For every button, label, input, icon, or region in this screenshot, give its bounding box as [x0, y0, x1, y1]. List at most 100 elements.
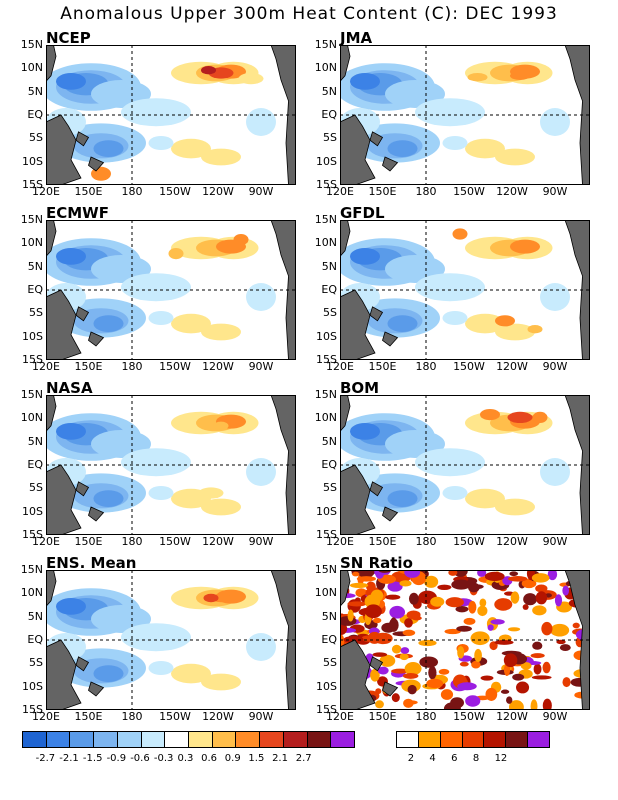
x-tick-label: 150E	[368, 710, 397, 723]
sn-ratio-blob	[419, 656, 439, 668]
sn-ratio-blob	[352, 571, 360, 577]
anomaly-blob	[246, 283, 276, 311]
land-mass	[75, 131, 90, 147]
y-tick-label: 10N	[20, 586, 43, 600]
x-tick-label: 150E	[74, 710, 103, 723]
y-tick-label: 15N	[314, 213, 337, 226]
anomaly-blob	[201, 673, 241, 691]
x-tick-label: 90W	[542, 360, 568, 373]
sn-ratio-blob	[408, 592, 419, 605]
heat-map-panel-6	[340, 395, 590, 535]
sn-ratio-blob	[547, 570, 558, 581]
x-tick-label: 120W	[496, 360, 528, 373]
y-tick-label: 15N	[314, 388, 337, 401]
sn-ratio-blob	[364, 604, 382, 619]
anomaly-colorbar	[22, 731, 355, 748]
x-tick-label: 180	[415, 185, 437, 198]
colorbar-label: -2.7	[35, 753, 56, 764]
sn-ratio-blob	[402, 672, 419, 679]
sn-ratio-blob	[530, 653, 545, 659]
panel-title: ENS. Mean	[46, 554, 137, 572]
colorbar-swatch	[283, 732, 308, 747]
x-tick-label: 150E	[368, 535, 397, 548]
colorbar-label: 6	[451, 753, 458, 764]
sn-ratio-blob	[562, 585, 570, 596]
land-mass	[88, 331, 105, 347]
heat-map-svg	[46, 220, 296, 360]
sn-ratio-blob	[509, 571, 519, 577]
y-tick-label: 15N	[314, 563, 337, 576]
x-tick-label: 120W	[496, 535, 528, 548]
sn-ratio-blob	[484, 571, 505, 582]
sn-ratio-blob	[507, 627, 521, 632]
y-tick-label: 15S	[316, 353, 337, 366]
heat-map-svg	[46, 45, 296, 185]
anomaly-blob	[415, 448, 485, 477]
sn-ratio-blob	[494, 598, 513, 611]
sn-ratio-blob	[372, 652, 388, 657]
y-tick-label: 15S	[22, 703, 43, 716]
sn-ratio-blob	[356, 576, 376, 582]
colorbar-label: 0.6	[201, 753, 218, 764]
anomaly-blob	[238, 73, 264, 85]
sn-ratio-blob	[531, 573, 550, 583]
anomaly-blob	[495, 498, 535, 516]
y-tick-label: EQ	[27, 283, 43, 296]
sn-ratio-blob	[532, 641, 543, 650]
colorbar-label: 8	[472, 753, 480, 764]
y-tick-label: 10N	[20, 61, 43, 75]
sn-ratio-blob	[457, 682, 477, 691]
anomaly-blob	[415, 273, 485, 302]
y-tick-label: EQ	[321, 633, 337, 646]
land-mass	[340, 570, 351, 608]
sn-ratio-blob	[508, 576, 528, 582]
land-mass	[382, 681, 399, 697]
colorbar-swatch	[117, 732, 142, 747]
land-mass	[270, 570, 296, 710]
anomaly-blob	[507, 411, 533, 423]
anomaly-blob	[540, 458, 570, 486]
heat-map-panel-1	[46, 45, 296, 185]
anomaly-blob	[93, 665, 124, 682]
sn-ratio-blob	[340, 634, 345, 647]
x-tick-label: 120E	[326, 535, 354, 548]
x-tick-label: 180	[415, 360, 437, 373]
sn-ratio-blob	[399, 653, 409, 661]
x-tick-label: 90W	[248, 710, 274, 723]
anomaly-blob	[510, 71, 530, 80]
anomaly-blob	[442, 311, 468, 325]
anomaly-blob	[452, 228, 468, 240]
colorbar-swatch	[212, 732, 237, 747]
anomaly-blob	[56, 248, 86, 265]
land-mass	[382, 331, 399, 347]
anomaly-blob	[495, 323, 535, 341]
y-tick-label: 5S	[323, 481, 337, 495]
sn-ratio-blob	[508, 700, 524, 710]
panel-frame	[340, 395, 590, 535]
x-tick-label: 150W	[159, 710, 191, 723]
anomaly-blob	[415, 98, 485, 127]
anomaly-blob	[246, 108, 276, 136]
y-tick-label: 10S	[316, 154, 337, 168]
sn-ratio-blob	[510, 591, 520, 604]
anomaly-blob	[56, 598, 86, 615]
y-tick-label: 10S	[22, 679, 43, 693]
sn-ratio-blob	[430, 596, 445, 607]
sn-ratio-blob	[533, 663, 542, 675]
sn-ratio-blob	[465, 695, 481, 707]
land-mass	[270, 45, 296, 185]
colorbar-swatch	[418, 732, 441, 747]
colorbar-label: 1.5	[248, 753, 265, 764]
sn-ratio-blob	[522, 604, 529, 610]
x-tick-label: 150W	[159, 185, 191, 198]
land-mass	[46, 464, 82, 535]
anomaly-blob	[480, 409, 500, 421]
sn-ratio-blob	[480, 675, 494, 681]
x-tick-label: 120E	[32, 360, 60, 373]
sn-ratio-blob	[550, 623, 570, 637]
anomaly-blob	[148, 136, 174, 150]
figure-title: Anomalous Upper 300m Heat Content (C): D…	[60, 4, 558, 24]
sn-ratio-blob	[404, 570, 421, 578]
anomaly-blob	[540, 283, 570, 311]
colorbar-label: 0.9	[224, 753, 241, 764]
